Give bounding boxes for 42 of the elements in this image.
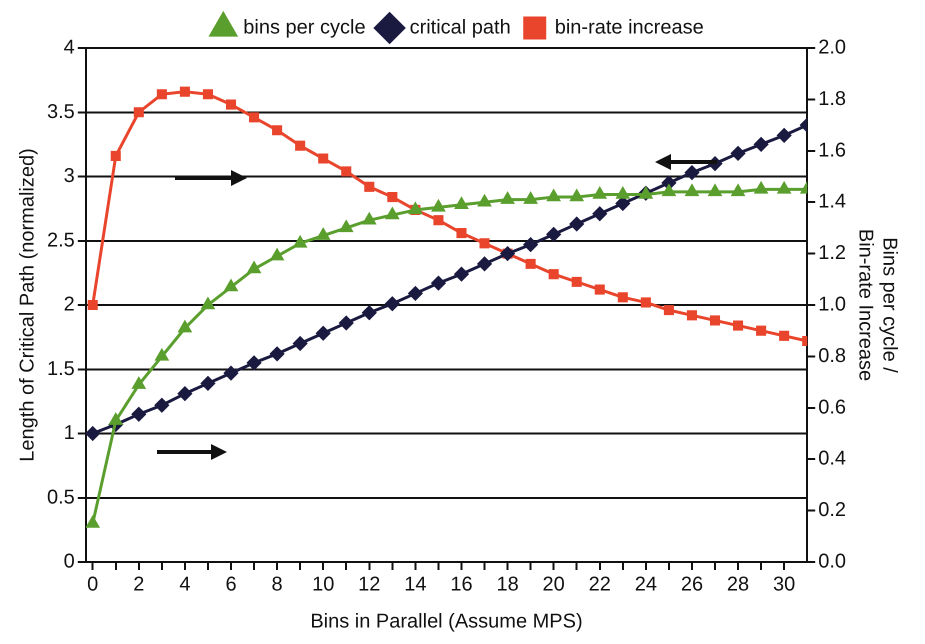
y2-tick-label: 1.8 xyxy=(818,88,846,110)
y-tick-label: 1 xyxy=(64,422,75,444)
x-tick-label: 18 xyxy=(496,574,519,596)
x-tick-label: 8 xyxy=(272,574,283,596)
x-tick-label: 2 xyxy=(133,574,144,596)
legend-label: critical path xyxy=(410,16,511,39)
x-tick-label: 14 xyxy=(404,574,427,596)
y-tick-label: 3.5 xyxy=(46,100,75,123)
y-tick-label: 2 xyxy=(64,294,75,316)
y2-tick-label: 0.0 xyxy=(818,550,846,573)
y-tick-label: 3 xyxy=(64,165,75,188)
y-tick-label: 0 xyxy=(64,550,75,573)
x-tick-label: 6 xyxy=(225,574,237,596)
y-tick-label: 1.5 xyxy=(46,358,75,380)
y2-tick-label: 1.4 xyxy=(818,190,846,213)
y2-tick-label: 1.6 xyxy=(818,139,846,162)
y-tick-label: 0.5 xyxy=(46,486,75,508)
x-tick-label: 30 xyxy=(773,574,796,596)
y-tick-label: 2.5 xyxy=(46,229,75,252)
x-tick-label: 22 xyxy=(588,574,611,596)
x-tick-label: 10 xyxy=(312,574,334,596)
y2-tick-label: 1.0 xyxy=(818,294,846,316)
x-axis-title: Bins in Parallel (Assume MPS) xyxy=(310,610,583,633)
y-axis-title: Length of Critical Path (normalized) xyxy=(16,148,39,462)
x-tick-label: 26 xyxy=(680,574,704,596)
legend-label: bins per cycle xyxy=(243,16,366,39)
y2-tick-label: 1.2 xyxy=(818,242,846,264)
x-tick-label: 0 xyxy=(87,574,98,596)
x-tick-label: 28 xyxy=(726,574,750,596)
legend-label: bin-rate increase xyxy=(554,16,704,39)
x-tick-label: 16 xyxy=(450,574,473,596)
x-tick-label: 4 xyxy=(179,574,190,596)
x-tick-label: 12 xyxy=(358,574,380,596)
y2-tick-label: 0.2 xyxy=(818,499,846,522)
y-tick-label: 4 xyxy=(64,36,75,59)
x-tick-label: 24 xyxy=(634,574,657,596)
x-tick-label: 20 xyxy=(542,574,565,596)
y2-axis-title: Bins per cycle / Bin-rate Increase xyxy=(854,228,900,382)
y2-tick-label: 0.8 xyxy=(818,344,846,367)
y2-tick-label: 0.6 xyxy=(818,396,846,418)
y2-tick-label: 0.4 xyxy=(818,448,846,470)
y2-tick-label: 2.0 xyxy=(818,36,846,59)
